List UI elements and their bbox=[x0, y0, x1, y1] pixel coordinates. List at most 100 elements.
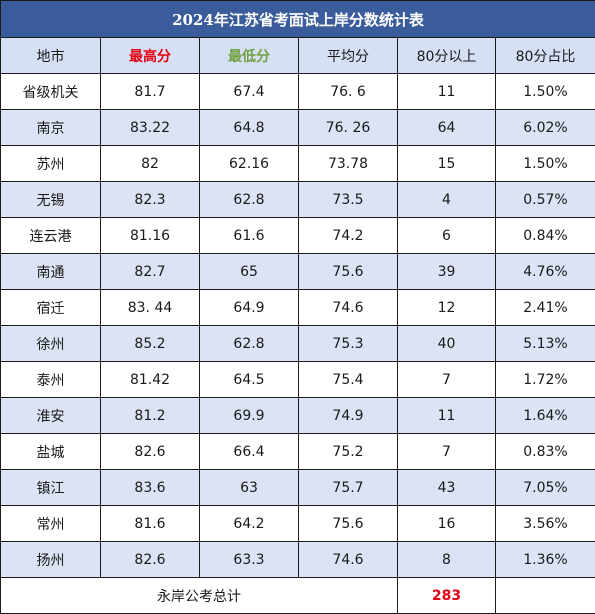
header-min-score: 最低分 bbox=[200, 38, 299, 74]
cell-above-80-ratio: 5.13% bbox=[496, 326, 595, 362]
cell-above-80-ratio: 0.57% bbox=[496, 182, 595, 218]
cell-avg-score: 74.9 bbox=[299, 398, 398, 434]
cell-above-80-ratio: 1.64% bbox=[496, 398, 595, 434]
cell-avg-score: 76. 26 bbox=[299, 110, 398, 146]
cell-max-score: 85.2 bbox=[101, 326, 200, 362]
cell-max-score: 83.22 bbox=[101, 110, 200, 146]
cell-city: 省级机关 bbox=[1, 74, 101, 110]
cell-city: 无锡 bbox=[1, 182, 101, 218]
cell-max-score: 82.6 bbox=[101, 542, 200, 578]
cell-city: 常州 bbox=[1, 506, 101, 542]
cell-max-score: 81.16 bbox=[101, 218, 200, 254]
cell-min-score: 69.9 bbox=[200, 398, 299, 434]
cell-min-score: 62.16 bbox=[200, 146, 299, 182]
cell-avg-score: 74.6 bbox=[299, 542, 398, 578]
cell-city: 淮安 bbox=[1, 398, 101, 434]
cell-city: 宿迁 bbox=[1, 290, 101, 326]
cell-above-80-count: 16 bbox=[398, 506, 496, 542]
cell-avg-score: 75.2 bbox=[299, 434, 398, 470]
total-value: 283 bbox=[398, 578, 496, 614]
cell-above-80-count: 11 bbox=[398, 74, 496, 110]
cell-above-80-ratio: 4.76% bbox=[496, 254, 595, 290]
cell-avg-score: 76. 6 bbox=[299, 74, 398, 110]
cell-above-80-ratio: 2.41% bbox=[496, 290, 595, 326]
cell-above-80-count: 11 bbox=[398, 398, 496, 434]
cell-city: 徐州 bbox=[1, 326, 101, 362]
cell-above-80-ratio: 1.50% bbox=[496, 146, 595, 182]
cell-min-score: 66.4 bbox=[200, 434, 299, 470]
cell-max-score: 83. 44 bbox=[101, 290, 200, 326]
header-city: 地市 bbox=[1, 38, 101, 74]
cell-avg-score: 74.2 bbox=[299, 218, 398, 254]
cell-above-80-count: 4 bbox=[398, 182, 496, 218]
cell-city: 盐城 bbox=[1, 434, 101, 470]
cell-city: 镇江 bbox=[1, 470, 101, 506]
total-row: 永岸公考总计 283 bbox=[1, 578, 595, 614]
cell-min-score: 67.4 bbox=[200, 74, 299, 110]
cell-max-score: 82.6 bbox=[101, 434, 200, 470]
cell-city: 连云港 bbox=[1, 218, 101, 254]
cell-above-80-ratio: 7.05% bbox=[496, 470, 595, 506]
cell-city: 南通 bbox=[1, 254, 101, 290]
header-max-score: 最高分 bbox=[101, 38, 200, 74]
cell-max-score: 81.7 bbox=[101, 74, 200, 110]
title-row: 2024年江苏省考面试上岸分数统计表 bbox=[1, 1, 595, 38]
cell-min-score: 61.6 bbox=[200, 218, 299, 254]
cell-avg-score: 75.6 bbox=[299, 254, 398, 290]
cell-avg-score: 75.3 bbox=[299, 326, 398, 362]
table-title: 2024年江苏省考面试上岸分数统计表 bbox=[1, 1, 595, 38]
cell-max-score: 82.7 bbox=[101, 254, 200, 290]
cell-avg-score: 73.78 bbox=[299, 146, 398, 182]
header-above-80-count: 80分以上 bbox=[398, 38, 496, 74]
cell-city: 南京 bbox=[1, 110, 101, 146]
cell-min-score: 64.8 bbox=[200, 110, 299, 146]
cell-min-score: 63.3 bbox=[200, 542, 299, 578]
cell-avg-score: 75.6 bbox=[299, 506, 398, 542]
cell-above-80-ratio: 1.72% bbox=[496, 362, 595, 398]
cell-max-score: 81.2 bbox=[101, 398, 200, 434]
cell-above-80-count: 64 bbox=[398, 110, 496, 146]
cell-above-80-count: 39 bbox=[398, 254, 496, 290]
cell-avg-score: 73.5 bbox=[299, 182, 398, 218]
cell-min-score: 62.8 bbox=[200, 326, 299, 362]
cell-above-80-count: 12 bbox=[398, 290, 496, 326]
cell-max-score: 82.3 bbox=[101, 182, 200, 218]
cell-max-score: 81.6 bbox=[101, 506, 200, 542]
cell-min-score: 62.8 bbox=[200, 182, 299, 218]
cell-above-80-count: 6 bbox=[398, 218, 496, 254]
cell-avg-score: 75.4 bbox=[299, 362, 398, 398]
cell-city: 苏州 bbox=[1, 146, 101, 182]
cell-above-80-ratio: 0.83% bbox=[496, 434, 595, 470]
cell-above-80-count: 43 bbox=[398, 470, 496, 506]
cell-above-80-ratio: 3.56% bbox=[496, 506, 595, 542]
cell-min-score: 65 bbox=[200, 254, 299, 290]
cell-city: 泰州 bbox=[1, 362, 101, 398]
cell-min-score: 63 bbox=[200, 470, 299, 506]
cell-above-80-ratio: 6.02% bbox=[496, 110, 595, 146]
cell-avg-score: 74.6 bbox=[299, 290, 398, 326]
total-label: 永岸公考总计 bbox=[1, 578, 398, 614]
header-row: 地市 最高分 最低分 平均分 80分以上 80分占比 bbox=[1, 38, 595, 74]
cell-above-80-count: 40 bbox=[398, 326, 496, 362]
cell-above-80-ratio: 1.36% bbox=[496, 542, 595, 578]
cell-above-80-count: 7 bbox=[398, 362, 496, 398]
header-above-80-ratio: 80分占比 bbox=[496, 38, 595, 74]
cell-avg-score: 75.7 bbox=[299, 470, 398, 506]
header-avg-score: 平均分 bbox=[299, 38, 398, 74]
total-empty-cell bbox=[496, 578, 595, 614]
cell-above-80-ratio: 0.84% bbox=[496, 218, 595, 254]
